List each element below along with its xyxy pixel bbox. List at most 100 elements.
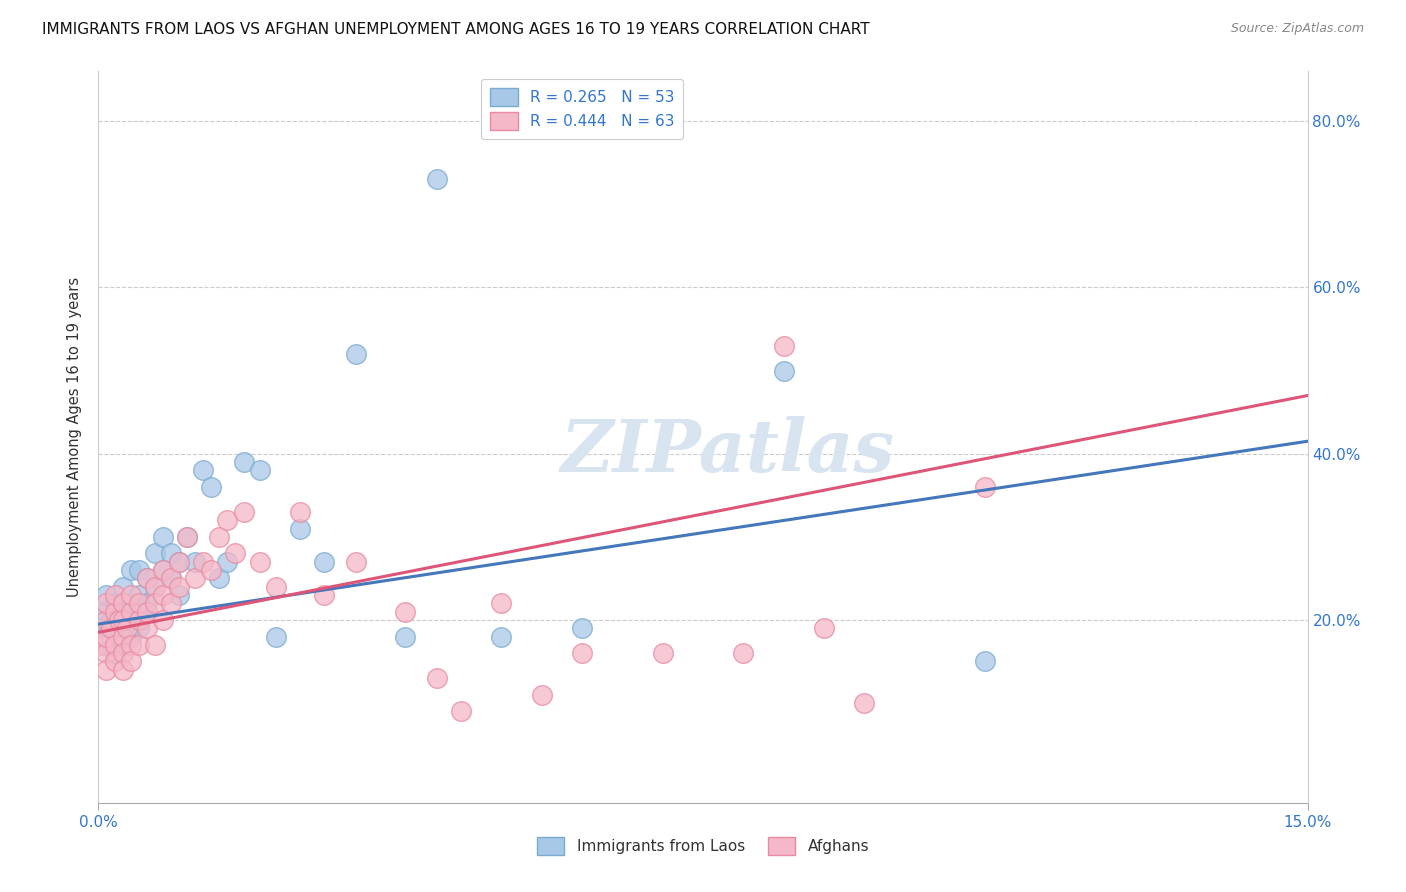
Point [152,563,174,577]
Point [128,596,150,610]
Point [143,580,166,594]
Point [91,638,114,652]
Point [111,621,134,635]
Point [120,605,142,619]
Point [217,555,239,569]
Point [167,588,190,602]
Point [115,605,138,619]
Point [200,563,222,577]
Point [120,655,142,669]
Point [264,630,287,644]
Point [111,646,134,660]
Point [96,630,118,644]
Point [103,646,125,660]
Point [249,555,271,569]
Point [974,480,997,494]
Text: ZIPatlas: ZIPatlas [560,417,894,487]
Point [160,546,183,560]
Point [571,646,593,660]
Point [120,563,142,577]
Point [103,638,125,652]
Point [184,555,207,569]
Point [314,555,336,569]
Point [96,613,118,627]
Point [96,663,118,677]
Point [115,621,138,635]
Point [96,630,118,644]
Point [344,347,367,361]
Point [103,605,125,619]
Point [111,630,134,644]
Text: Source: ZipAtlas.com: Source: ZipAtlas.com [1230,22,1364,36]
Point [128,563,150,577]
Point [264,580,287,594]
Point [571,621,593,635]
Point [111,638,134,652]
Point [103,588,125,602]
Point [96,605,118,619]
Point [128,588,150,602]
Point [120,621,142,635]
Y-axis label: Unemployment Among Ages 16 to 19 years: Unemployment Among Ages 16 to 19 years [67,277,83,597]
Point [288,505,311,519]
Point [813,621,835,635]
Point [167,580,190,594]
Point [96,638,118,652]
Point [143,596,166,610]
Point [184,571,207,585]
Point [974,655,997,669]
Point [450,705,472,719]
Point [120,596,142,610]
Point [426,172,449,186]
Point [91,621,114,635]
Point [530,688,553,702]
Point [208,530,231,544]
Point [217,513,239,527]
Point [111,613,134,627]
Point [853,696,876,710]
Point [96,596,118,610]
Point [193,555,215,569]
Point [96,588,118,602]
Point [100,613,122,627]
Point [772,338,794,352]
Point [160,596,183,610]
Point [107,613,129,627]
Point [152,530,174,544]
Point [733,646,755,660]
Point [314,588,336,602]
Point [111,663,134,677]
Point [111,580,134,594]
Point [135,571,157,585]
Point [152,588,174,602]
Point [128,613,150,627]
Point [120,588,142,602]
Point [103,605,125,619]
Point [176,530,198,544]
Point [176,530,198,544]
Point [128,621,150,635]
Point [772,363,794,377]
Point [128,638,150,652]
Point [120,638,142,652]
Point [224,546,246,560]
Point [394,605,416,619]
Point [135,596,157,610]
Point [426,671,449,685]
Point [135,605,157,619]
Text: IMMIGRANTS FROM LAOS VS AFGHAN UNEMPLOYMENT AMONG AGES 16 TO 19 YEARS CORRELATIO: IMMIGRANTS FROM LAOS VS AFGHAN UNEMPLOYM… [42,22,870,37]
Point [160,571,183,585]
Point [128,613,150,627]
Point [344,555,367,569]
Point [167,555,190,569]
Point [143,546,166,560]
Point [143,580,166,594]
Point [103,655,125,669]
Point [249,463,271,477]
Point [152,563,174,577]
Point [491,596,513,610]
Legend: Immigrants from Laos, Afghans: Immigrants from Laos, Afghans [531,831,875,861]
Point [232,505,254,519]
Point [232,455,254,469]
Point [107,613,129,627]
